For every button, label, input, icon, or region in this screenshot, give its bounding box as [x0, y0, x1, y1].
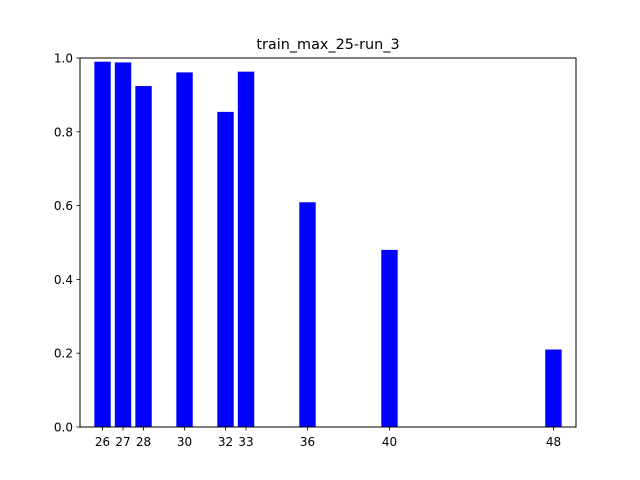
x-tick-label: 26: [95, 435, 110, 449]
x-tick-label: 30: [177, 435, 192, 449]
x-tick-label: 40: [382, 435, 397, 449]
x-tick-label: 32: [218, 435, 233, 449]
y-tick-label: 1.0: [54, 52, 73, 66]
y-tick-label: 0.8: [54, 125, 73, 139]
x-axis-ticks: 26 27 28 30 32 33 36 40 48: [95, 427, 561, 449]
bar-40: [381, 249, 398, 427]
x-tick-label: 48: [546, 435, 561, 449]
bar-27: [114, 62, 132, 428]
y-tick-label: 0.6: [54, 199, 73, 213]
chart-title: train_max_25-run_3: [256, 37, 399, 53]
y-tick-label: 0.2: [54, 347, 73, 361]
x-tick-label: 27: [115, 435, 130, 449]
bar-33: [237, 71, 255, 428]
x-tick-label: 28: [136, 435, 151, 449]
y-axis-ticks: 0.0 0.2 0.4 0.6 0.8 1.0: [54, 52, 80, 435]
bar-32: [217, 111, 234, 428]
x-tick-label: 33: [238, 435, 253, 449]
y-tick-label: 0.4: [54, 273, 73, 287]
bar-28: [135, 86, 152, 427]
y-tick-label: 0.0: [54, 421, 73, 435]
bar-36: [299, 202, 316, 427]
bar-30: [176, 72, 193, 427]
plot-frame: [79, 57, 577, 428]
bars-group: [94, 61, 562, 428]
x-tick-label: 36: [300, 435, 315, 449]
bar-48: [545, 349, 562, 427]
bar-26: [94, 61, 111, 427]
